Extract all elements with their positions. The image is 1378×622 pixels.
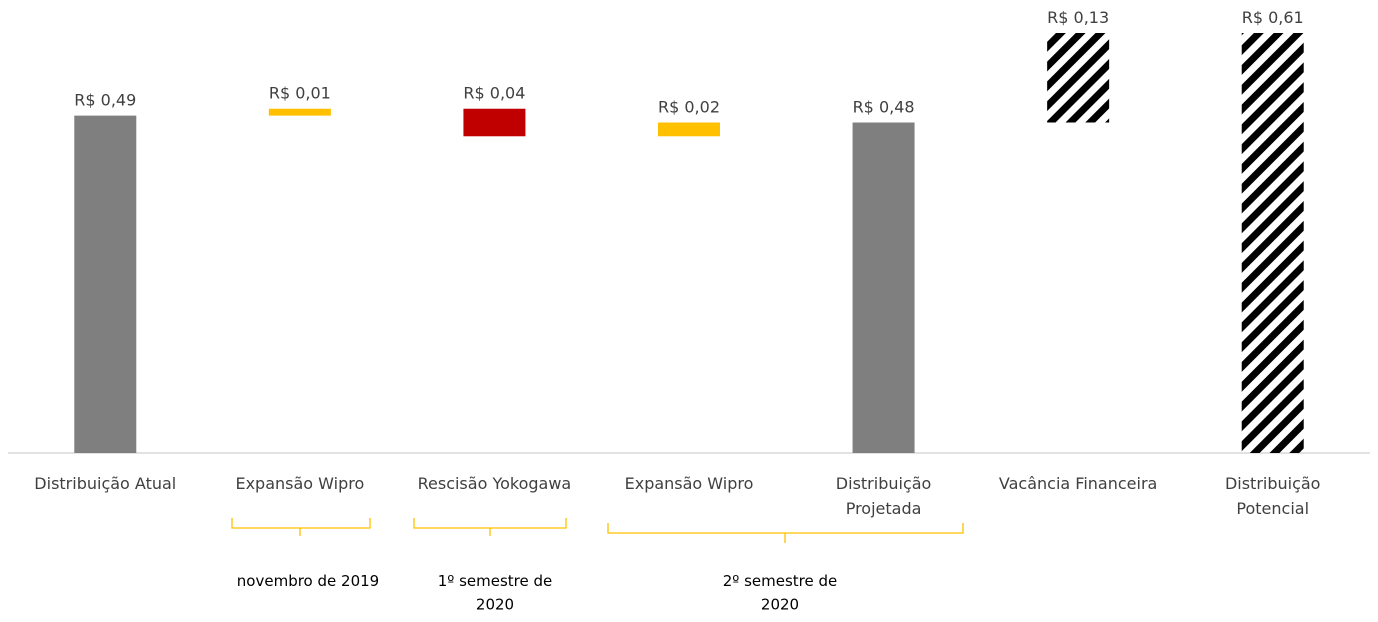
value-label: R$ 0,13 (1047, 8, 1109, 27)
bar (1047, 33, 1110, 123)
value-label: R$ 0,49 (74, 91, 136, 110)
x-tick-label: Distribuição Atual (34, 474, 176, 493)
bracket (607, 523, 964, 543)
x-tick-label: Rescisão Yokogawa (418, 474, 572, 493)
value-label: R$ 0,01 (269, 84, 331, 103)
group-label: novembro de 2019 (237, 572, 379, 590)
group-label: 1º semestre de 2020 (438, 572, 553, 613)
bar (1241, 33, 1304, 453)
bracket (231, 518, 371, 536)
value-label: R$ 0,04 (463, 84, 525, 103)
x-tick-label: Distribuição Potencial (1225, 474, 1321, 518)
bar (74, 115, 137, 453)
group-label: 2º semestre de 2020 (723, 572, 838, 613)
bar (463, 108, 526, 137)
value-label: R$ 0,61 (1242, 8, 1304, 27)
x-tick-label: Expansão Wipro (235, 474, 364, 493)
value-label: R$ 0,48 (853, 98, 915, 117)
x-tick-label: Expansão Wipro (625, 474, 754, 493)
bar (658, 122, 720, 137)
bracket (413, 518, 567, 536)
bar (268, 108, 331, 116)
x-tick-label: Distribuição Projetada (836, 474, 932, 518)
value-label: R$ 0,02 (658, 98, 720, 117)
bar (852, 122, 915, 454)
x-tick-label: Vacância Financeira (999, 474, 1157, 493)
